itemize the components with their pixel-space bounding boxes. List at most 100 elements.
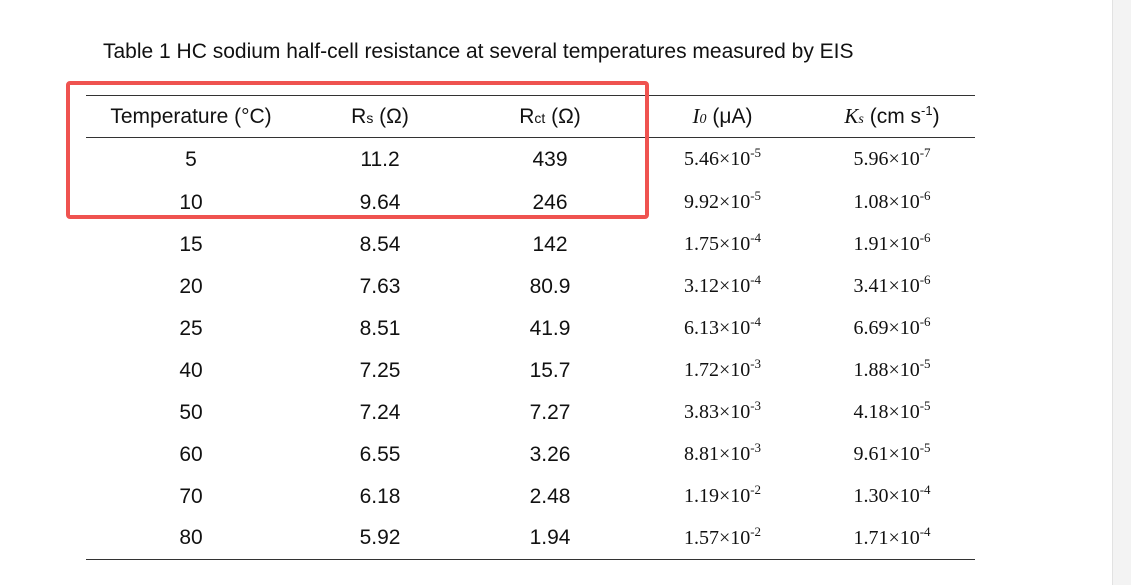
cell-i0-exponent: -2 xyxy=(750,482,762,497)
header-ks-exponent: -1 xyxy=(921,103,933,118)
cell-i0: 8.81×10-3 xyxy=(636,434,809,476)
header-i0-unit: (μA) xyxy=(706,105,753,128)
cell-i0: 1.72×10-3 xyxy=(636,350,809,392)
cell-ks: 1.71×10-4 xyxy=(809,517,975,560)
cell-i0: 3.12×10-4 xyxy=(636,266,809,308)
header-ks-subscript: s xyxy=(858,112,864,127)
cell-temperature: 25 xyxy=(86,308,296,350)
cell-ks-exponent: -6 xyxy=(919,188,931,203)
cell-i0-exponent: -2 xyxy=(750,523,762,539)
cell-i0: 6.13×10-4 xyxy=(636,308,809,350)
cell-ks-value: 1.08×10 xyxy=(853,191,920,213)
cell-i0-value: 6.13×10 xyxy=(683,317,751,339)
header-ks-close: ) xyxy=(932,105,940,128)
cell-temperature-value: 25 xyxy=(179,316,203,340)
cell-rct: 41.9 xyxy=(464,308,636,350)
cell-i0-value: 1.19×10 xyxy=(683,485,751,507)
cell-ks: 5.96×10-7 xyxy=(809,138,975,182)
table-row: 15 8.54 142 1.75×10-4 1.91×10-6 xyxy=(86,224,975,266)
cell-rs: 8.54 xyxy=(296,224,464,266)
cell-ks: 3.41×10-6 xyxy=(809,266,975,308)
header-ks-unit: (cm s xyxy=(863,105,922,128)
header-rs-unit: (Ω) xyxy=(373,104,409,128)
cell-rct: 3.26 xyxy=(464,434,636,476)
cell-i0-value: 8.81×10 xyxy=(683,443,751,465)
table-row: 50 7.24 7.27 3.83×10-3 4.18×10-5 xyxy=(86,392,975,434)
header-temperature-label: Temperature (°C) xyxy=(110,104,272,128)
table-row: 80 5.92 1.94 1.57×10-2 1.71×10-4 xyxy=(86,517,975,560)
header-rct: Rct (Ω) xyxy=(464,95,636,138)
cell-rs: 9.64 xyxy=(296,182,464,224)
cell-rs-value: 8.54 xyxy=(359,232,401,256)
cell-rs-value: 6.55 xyxy=(359,442,401,466)
cell-rct: 2.48 xyxy=(464,476,636,518)
cell-ks-value: 1.91×10 xyxy=(853,233,920,255)
cell-rct: 1.94 xyxy=(464,517,636,560)
cell-ks: 1.91×10-6 xyxy=(809,224,975,266)
cell-ks: 6.69×10-6 xyxy=(809,308,975,350)
cell-i0-value: 3.12×10 xyxy=(683,275,751,297)
cell-rct: 439 xyxy=(464,138,636,182)
header-rct-symbol: R xyxy=(519,104,535,128)
cell-temperature-value: 20 xyxy=(179,274,203,298)
cell-i0-exponent: -4 xyxy=(750,314,762,329)
cell-ks: 1.08×10-6 xyxy=(809,182,975,224)
cell-rct: 15.7 xyxy=(464,350,636,392)
cell-rs: 6.55 xyxy=(296,434,464,476)
cell-temperature: 60 xyxy=(86,434,296,476)
cell-rct-value: 15.7 xyxy=(529,358,571,382)
cell-temperature: 80 xyxy=(86,517,296,560)
cell-ks-exponent: -6 xyxy=(919,230,931,245)
table-row: 70 6.18 2.48 1.19×10-2 1.30×10-4 xyxy=(86,476,975,518)
cell-temperature-value: 60 xyxy=(179,442,203,466)
cell-i0: 1.19×10-2 xyxy=(636,476,809,518)
cell-rct-value: 246 xyxy=(532,190,568,214)
cell-rs: 5.92 xyxy=(296,517,464,560)
cell-i0: 1.57×10-2 xyxy=(636,517,809,560)
cell-rct-value: 41.9 xyxy=(529,316,571,340)
cell-ks-exponent: -7 xyxy=(919,145,931,161)
header-ks: Ks (cm s-1) xyxy=(809,95,975,138)
resistance-table: Temperature (°C) Rs (Ω) Rct (Ω) I0 (μA) … xyxy=(86,95,975,560)
cell-ks-exponent: -5 xyxy=(919,356,931,371)
cell-rct-value: 1.94 xyxy=(529,526,571,550)
cell-temperature: 50 xyxy=(86,392,296,434)
cell-temperature-value: 5 xyxy=(185,147,197,171)
cell-temperature: 40 xyxy=(86,350,296,392)
cell-rs: 7.63 xyxy=(296,266,464,308)
cell-i0-exponent: -3 xyxy=(750,356,762,371)
cell-i0-value: 9.92×10 xyxy=(683,191,751,213)
cell-rs-value: 9.64 xyxy=(359,190,401,214)
cell-i0: 9.92×10-5 xyxy=(636,182,809,224)
table-row: 40 7.25 15.7 1.72×10-3 1.88×10-5 xyxy=(86,350,975,392)
cell-ks-value: 3.41×10 xyxy=(853,275,920,297)
cell-rct-value: 80.9 xyxy=(529,274,571,298)
cell-ks-exponent: -6 xyxy=(919,272,931,287)
cell-i0-exponent: -4 xyxy=(750,230,762,245)
cell-rct-value: 7.27 xyxy=(529,400,571,424)
cell-rs-value: 5.92 xyxy=(359,526,401,550)
cell-i0-exponent: -3 xyxy=(750,398,762,413)
cell-i0-exponent: -5 xyxy=(750,188,762,203)
table-body: 5 11.2 439 5.46×10-5 5.96×10-7 10 9.64 246 9.92×… xyxy=(86,138,975,560)
cell-rct-value: 2.48 xyxy=(529,484,571,508)
table-row: 10 9.64 246 9.92×10-5 1.08×10-6 xyxy=(86,182,975,224)
cell-i0-value: 1.57×10 xyxy=(683,526,751,549)
cell-rs-value: 11.2 xyxy=(360,147,400,171)
table-row: 60 6.55 3.26 8.81×10-3 9.61×10-5 xyxy=(86,434,975,476)
header-rs-subscript: s xyxy=(366,109,374,126)
cell-i0-exponent: -4 xyxy=(750,272,762,287)
cell-rs: 7.25 xyxy=(296,350,464,392)
cell-rs-value: 7.63 xyxy=(359,274,401,298)
cell-rs-value: 6.18 xyxy=(359,484,401,508)
cell-temperature-value: 15 xyxy=(179,232,203,256)
table-row: 5 11.2 439 5.46×10-5 5.96×10-7 xyxy=(86,138,975,182)
cell-ks-value: 1.71×10 xyxy=(853,526,920,549)
cell-ks: 4.18×10-5 xyxy=(809,392,975,434)
cell-i0: 1.75×10-4 xyxy=(636,224,809,266)
cell-rs: 11.2 xyxy=(296,138,464,182)
cell-temperature: 5 xyxy=(86,138,296,182)
header-i0: I0 (μA) xyxy=(636,95,809,138)
cell-rs: 6.18 xyxy=(296,476,464,518)
table-row: 20 7.63 80.9 3.12×10-4 3.41×10-6 xyxy=(86,266,975,308)
